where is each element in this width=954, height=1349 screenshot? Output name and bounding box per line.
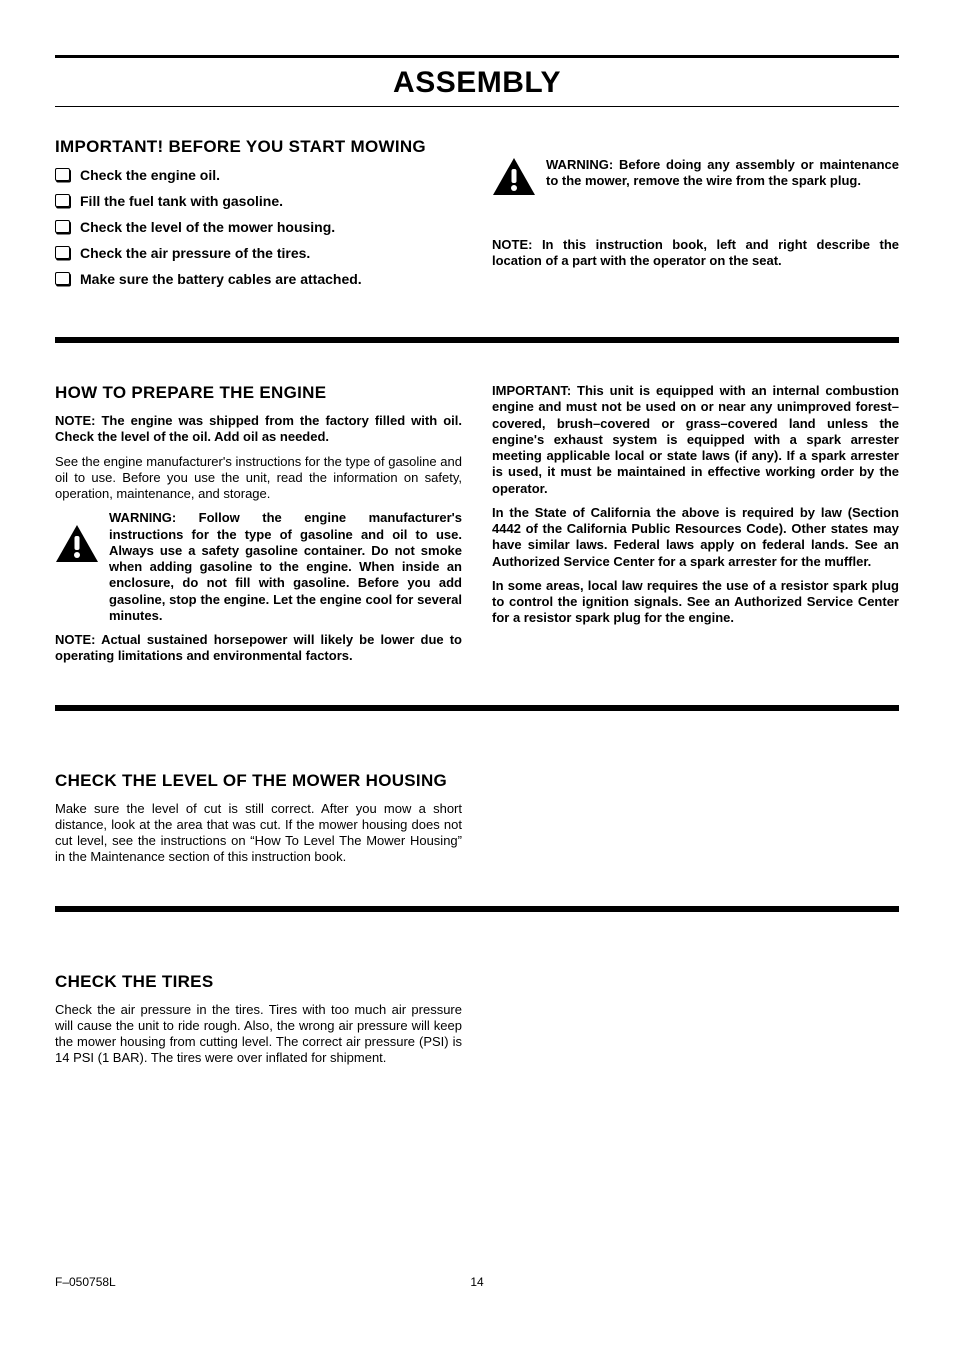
checklist-item: Check the air pressure of the tires. (55, 245, 462, 261)
col-right: IMPORTANT: This unit is equipped with an… (492, 383, 899, 665)
body-mower-housing: Make sure the level of cut is still corr… (55, 801, 462, 866)
body-instructions: See the engine manufacturer's instructio… (55, 454, 462, 503)
footer: F–050758L 14 (55, 1275, 899, 1289)
section-mower-housing: CHECK THE LEVEL OF THE MOWER HOUSING Mak… (55, 771, 899, 866)
warning-text: WARNING: Follow the engine manufacturer'… (109, 510, 462, 624)
heading-mower-housing: CHECK THE LEVEL OF THE MOWER HOUSING (55, 771, 462, 791)
col-right: WARNING: Before doing any assembly or ma… (492, 137, 899, 297)
checklist-label: Check the air pressure of the tires. (80, 245, 310, 261)
checklist-label: Check the engine oil. (80, 167, 220, 183)
heading-prepare-engine: HOW TO PREPARE THE ENGINE (55, 383, 462, 403)
checkbox-icon[interactable] (55, 220, 70, 233)
state-california: In the State of California the above is … (492, 505, 899, 570)
checklist-label: Check the level of the mower housing. (80, 219, 335, 235)
checkbox-icon[interactable] (55, 194, 70, 207)
checklist-item: Check the engine oil. (55, 167, 462, 183)
heading-tires: CHECK THE TIRES (55, 972, 462, 992)
section-before-mowing: IMPORTANT! BEFORE YOU START MOWING Check… (55, 137, 899, 297)
warning-triangle-icon (492, 157, 536, 197)
col-left: CHECK THE TIRES Check the air pressure i… (55, 972, 462, 1067)
page-number: 14 (336, 1275, 617, 1289)
page-title: ASSEMBLY (55, 58, 899, 107)
page: ASSEMBLY IMPORTANT! BEFORE YOU START MOW… (0, 0, 954, 1067)
footer-spacer (618, 1275, 899, 1289)
checklist: Check the engine oil. Fill the fuel tank… (55, 167, 462, 287)
section-prepare-engine: HOW TO PREPARE THE ENGINE NOTE: The engi… (55, 383, 899, 665)
body-tires: Check the air pressure in the tires. Tir… (55, 1002, 462, 1067)
checkbox-icon[interactable] (55, 246, 70, 259)
important-combustion: IMPORTANT: This unit is equipped with an… (492, 383, 899, 497)
warning-text: WARNING: Before doing any assembly or ma… (546, 157, 899, 190)
checkbox-icon[interactable] (55, 272, 70, 285)
col-right (492, 771, 899, 866)
checkbox-icon[interactable] (55, 168, 70, 181)
checklist-item: Check the level of the mower housing. (55, 219, 462, 235)
warning-triangle-icon (55, 524, 99, 564)
document-number: F–050758L (55, 1275, 336, 1289)
note-horsepower: NOTE: Actual sustained horsepower will l… (55, 632, 462, 665)
checklist-label: Fill the fuel tank with gasoline. (80, 193, 283, 209)
checklist-item: Make sure the battery cables are attache… (55, 271, 462, 287)
warning-block: WARNING: Before doing any assembly or ma… (492, 157, 899, 197)
checklist-item: Fill the fuel tank with gasoline. (55, 193, 462, 209)
col-left: CHECK THE LEVEL OF THE MOWER HOUSING Mak… (55, 771, 462, 866)
note-oil: NOTE: The engine was shipped from the fa… (55, 413, 462, 446)
heading-before-mowing: IMPORTANT! BEFORE YOU START MOWING (55, 137, 462, 157)
checklist-label: Make sure the battery cables are attache… (80, 271, 362, 287)
col-left: IMPORTANT! BEFORE YOU START MOWING Check… (55, 137, 462, 297)
col-left: HOW TO PREPARE THE ENGINE NOTE: The engi… (55, 383, 462, 665)
local-law: In some areas, local law requires the us… (492, 578, 899, 627)
section-tires: CHECK THE TIRES Check the air pressure i… (55, 972, 899, 1067)
warning-block: WARNING: Follow the engine manufacturer'… (55, 510, 462, 624)
col-right (492, 972, 899, 1067)
note-text: NOTE: In this instruction book, left and… (492, 237, 899, 270)
